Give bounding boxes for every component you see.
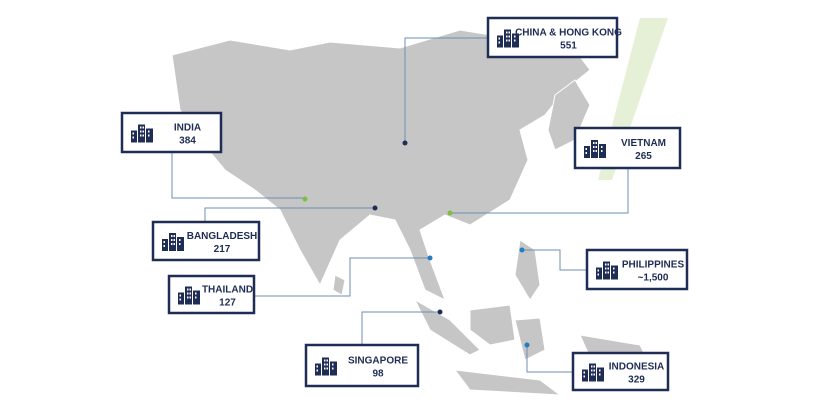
callout-box [151,220,261,262]
callout-box [167,274,256,315]
callout-value: 551 [560,41,577,52]
callout-name: BANGLADESH [187,231,258,242]
callout-value: 265 [635,151,652,162]
callout-box [571,351,670,392]
callout: THAILAND 127 [167,274,256,315]
callout-name: CHINA & HONG KONG [515,28,622,39]
location-dots [302,140,530,348]
callout-value: 127 [219,298,236,309]
callout: INDONESIA 329 [571,351,670,392]
callout-value: 329 [628,375,645,386]
callout: SINGAPORE 98 [304,343,420,388]
callout: BANGLADESH 217 [151,220,261,262]
callout-value: ~1,500 [638,273,669,284]
callout: VIETNAM 265 [573,126,682,170]
callout-name: SINGAPORE [348,356,408,367]
callout-value: 98 [372,369,384,380]
land [171,29,661,396]
callout: INDIA 384 [120,111,223,154]
callout-name: PHILIPPINES [622,260,685,271]
callout-name: THAILAND [202,285,253,296]
callout-name: INDIA [174,123,201,134]
callout-value: 217 [214,244,231,255]
callout: CHINA & HONG KONG 551 [486,16,622,59]
callout-value: 384 [179,136,196,147]
callout-name: VIETNAM [621,138,666,149]
leader-lines [171,37,629,373]
callout: PHILIPPINES ~1,500 [585,248,689,291]
callout-name: INDONESIA [609,362,665,373]
